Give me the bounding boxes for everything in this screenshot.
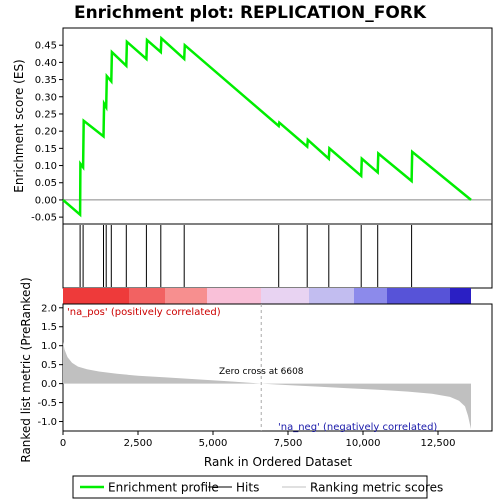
es-y-tick-label: 0.15 <box>35 144 57 155</box>
es-y-tick-label: 0.35 <box>35 75 57 86</box>
color-bar-segment <box>309 288 354 304</box>
legend-box <box>72 475 428 499</box>
legend-label: Ranking metric scores <box>310 481 443 495</box>
metric-y-tick-label: 1.0 <box>41 341 57 352</box>
x-tick-label: 10,000 <box>346 438 381 449</box>
es-y-tick-label: 0.10 <box>35 161 57 172</box>
chart-title: Enrichment plot: REPLICATION_FORK <box>74 3 427 23</box>
legend-label: Hits <box>236 481 259 495</box>
hits-panel <box>62 223 493 289</box>
color-bar-segment <box>450 288 471 304</box>
metric-y-tick-label: 0.5 <box>41 360 57 371</box>
x-axis-label: Rank in Ordered Dataset <box>204 455 352 469</box>
legend-label: Enrichment profile <box>108 481 219 495</box>
es-y-tick-label: 0.30 <box>35 92 57 103</box>
es-y-tick-label: 0.20 <box>35 127 57 138</box>
metric-y-tick-label: 1.5 <box>41 322 57 333</box>
zero-cross-label: Zero cross at 6608 <box>219 367 304 377</box>
color-bar-segment <box>354 288 387 304</box>
color-bar-segment <box>261 288 309 304</box>
es-y-tick-label: 0.25 <box>35 109 57 120</box>
hit-markers <box>79 225 413 287</box>
es-y-tick-label: 0.45 <box>35 41 57 52</box>
metric-y-tick-label: -0.5 <box>37 398 57 409</box>
x-tick-label: 12,500 <box>421 438 456 449</box>
legend: Enrichment profile Hits Ranking metric sco… <box>80 481 443 495</box>
es-y-axis-label: Enrichment score (ES) <box>12 59 26 192</box>
x-tick-label: 2,500 <box>124 438 153 449</box>
metric-y-tick-label: 2.0 <box>41 303 57 314</box>
ranking-metric-area <box>63 341 471 430</box>
enrichment-profile-line <box>62 35 472 218</box>
color-bar-segment <box>165 288 207 304</box>
metric-y-axis: -1.0 -0.5 0.0 0.5 1.0 1.5 2.0 <box>37 303 63 428</box>
metric-y-tick-label: -1.0 <box>37 417 57 428</box>
es-y-tick-label: 0.05 <box>35 178 57 189</box>
x-tick-label: 0 <box>60 438 66 449</box>
es-y-tick-label: 0.40 <box>35 58 57 69</box>
es-y-axis: -0.05 0.00 0.05 0.10 0.15 0.20 0.25 0.30 0.35 0.4… <box>31 41 63 224</box>
metric-y-tick-label: 0.0 <box>41 379 57 390</box>
rank-x-axis: 0 2,500 5,000 7,500 10,000 12,500 <box>60 431 456 449</box>
ranking-color-bar <box>63 288 471 304</box>
es-y-tick-label: -0.05 <box>31 213 57 224</box>
metric-y-axis-label: Ranked list metric (PreRanked) <box>19 277 33 462</box>
es-y-tick-label: 0.00 <box>35 195 57 206</box>
x-tick-label: 7,500 <box>274 438 303 449</box>
neg-correlated-label: 'na_neg' (negatively correlated) <box>278 422 437 433</box>
x-tick-label: 5,000 <box>199 438 228 449</box>
pos-correlated-label: 'na_pos' (positively correlated) <box>67 307 221 318</box>
color-bar-segment <box>63 288 129 304</box>
color-bar-segment <box>387 288 450 304</box>
color-bar-segment <box>207 288 261 304</box>
color-bar-segment <box>129 288 165 304</box>
